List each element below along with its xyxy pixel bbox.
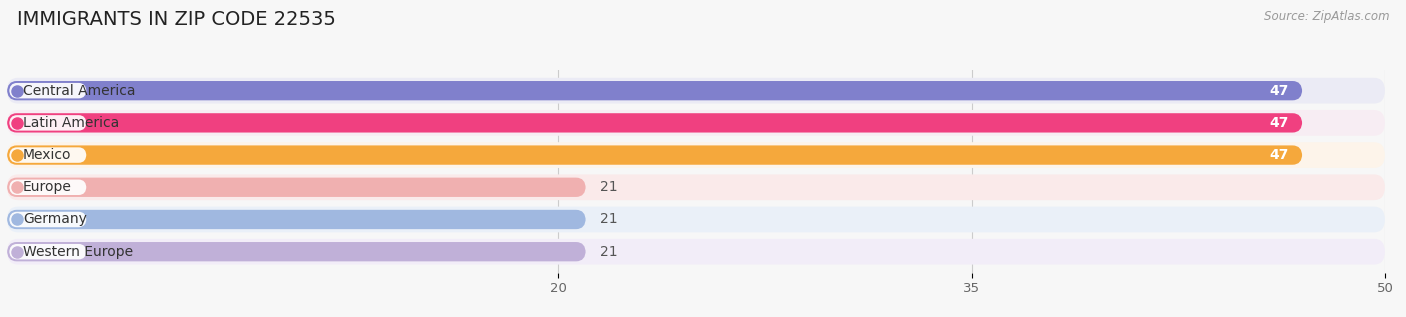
FancyBboxPatch shape <box>7 146 1302 165</box>
FancyBboxPatch shape <box>10 115 86 131</box>
FancyBboxPatch shape <box>10 147 86 163</box>
Text: IMMIGRANTS IN ZIP CODE 22535: IMMIGRANTS IN ZIP CODE 22535 <box>17 10 336 29</box>
FancyBboxPatch shape <box>10 212 86 227</box>
Text: 21: 21 <box>599 212 617 226</box>
FancyBboxPatch shape <box>10 244 86 259</box>
Text: 47: 47 <box>1270 148 1288 162</box>
Text: Source: ZipAtlas.com: Source: ZipAtlas.com <box>1264 10 1389 23</box>
FancyBboxPatch shape <box>10 83 86 98</box>
FancyBboxPatch shape <box>7 210 586 229</box>
FancyBboxPatch shape <box>7 78 1385 104</box>
Text: 21: 21 <box>599 180 617 194</box>
Text: Western Europe: Western Europe <box>22 245 134 259</box>
Text: 47: 47 <box>1270 116 1288 130</box>
Text: Germany: Germany <box>22 212 87 226</box>
Text: 21: 21 <box>599 245 617 259</box>
Text: Europe: Europe <box>22 180 72 194</box>
FancyBboxPatch shape <box>10 179 86 195</box>
FancyBboxPatch shape <box>7 242 586 261</box>
FancyBboxPatch shape <box>7 110 1385 136</box>
FancyBboxPatch shape <box>7 113 1302 133</box>
FancyBboxPatch shape <box>7 207 1385 232</box>
FancyBboxPatch shape <box>7 142 1385 168</box>
FancyBboxPatch shape <box>7 239 1385 265</box>
FancyBboxPatch shape <box>7 81 1302 100</box>
FancyBboxPatch shape <box>7 178 586 197</box>
Text: 47: 47 <box>1270 84 1288 98</box>
FancyBboxPatch shape <box>7 174 1385 200</box>
Text: Latin America: Latin America <box>22 116 120 130</box>
Text: Mexico: Mexico <box>22 148 72 162</box>
Text: Central America: Central America <box>22 84 135 98</box>
